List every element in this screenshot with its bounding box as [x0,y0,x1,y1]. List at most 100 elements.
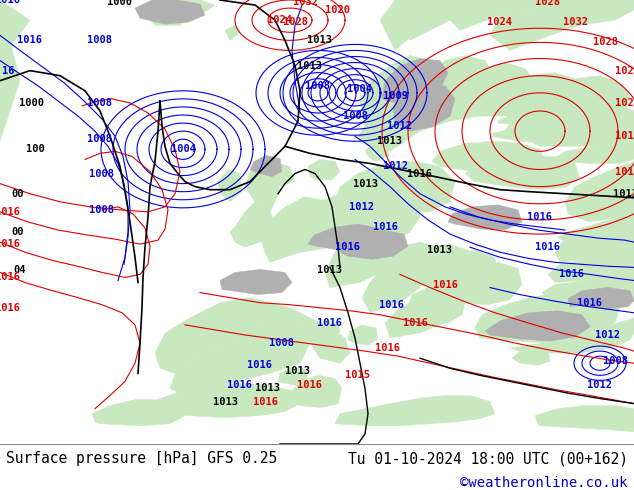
Polygon shape [0,0,30,61]
Text: 1016: 1016 [297,380,323,391]
Text: 1024: 1024 [268,15,292,25]
Polygon shape [360,55,450,151]
Polygon shape [418,297,465,325]
Text: 1016: 1016 [0,207,20,217]
Text: 1020: 1020 [616,98,634,108]
Polygon shape [475,293,620,343]
Polygon shape [568,288,634,309]
Polygon shape [542,277,634,303]
Text: 1016: 1016 [0,303,20,313]
Text: 100: 100 [25,145,44,154]
Text: 1016: 1016 [527,212,552,222]
Text: 1016: 1016 [380,300,404,310]
Polygon shape [418,55,495,131]
Text: 1024: 1024 [488,17,512,27]
Text: 1008: 1008 [87,35,112,46]
Text: 1012: 1012 [588,380,612,391]
Polygon shape [155,10,195,25]
Polygon shape [170,313,310,393]
Text: 00: 00 [12,189,24,199]
Polygon shape [290,375,342,408]
Text: 1016: 1016 [0,239,20,249]
Polygon shape [220,270,292,294]
Text: ©weatheronline.co.uk: ©weatheronline.co.uk [460,476,628,490]
Polygon shape [382,58,448,103]
Polygon shape [400,0,500,40]
Text: 1013: 1013 [256,384,280,393]
Polygon shape [135,0,205,24]
Text: 1013: 1013 [353,179,377,189]
Polygon shape [555,133,634,164]
Text: 1016: 1016 [0,0,20,5]
Text: 1012: 1012 [595,330,621,340]
Polygon shape [530,111,634,147]
Polygon shape [330,222,388,244]
Text: 1013: 1013 [616,167,634,176]
Polygon shape [448,205,522,230]
Polygon shape [455,262,522,305]
Polygon shape [380,242,445,285]
Text: 1013: 1013 [377,136,403,146]
Polygon shape [140,0,215,25]
Text: 1016: 1016 [375,343,401,353]
Polygon shape [325,227,390,288]
Text: 1009: 1009 [382,91,408,101]
Text: 1013: 1013 [212,396,238,407]
Text: 1016: 1016 [536,242,560,252]
Polygon shape [510,318,634,353]
Text: 1013: 1013 [318,266,342,275]
Text: 1028: 1028 [593,37,618,48]
Text: 1016: 1016 [0,272,20,282]
Text: 1012: 1012 [349,202,375,212]
Text: 1013: 1013 [427,245,453,255]
Text: 1016: 1016 [578,298,602,308]
Text: 1016: 1016 [408,169,432,178]
Polygon shape [465,156,580,190]
Text: 1012: 1012 [387,121,413,131]
Polygon shape [308,159,340,180]
Text: 16: 16 [2,66,14,75]
Polygon shape [408,285,455,315]
Polygon shape [535,406,634,432]
Polygon shape [362,252,430,313]
Text: 1016: 1016 [318,318,342,328]
Polygon shape [380,0,445,50]
Polygon shape [0,40,20,141]
Polygon shape [218,170,242,202]
Text: 1015: 1015 [346,370,370,380]
Text: 1016: 1016 [432,279,458,290]
Text: 1016: 1016 [559,270,585,279]
Text: 1012: 1012 [382,162,408,172]
Polygon shape [485,311,590,341]
Polygon shape [432,141,545,173]
Text: 1013: 1013 [307,35,332,46]
Text: 04: 04 [14,266,26,275]
Text: 1004: 1004 [171,145,195,154]
Text: 1013: 1013 [285,367,311,376]
Polygon shape [558,214,634,242]
Text: 1024: 1024 [616,66,634,75]
Polygon shape [340,230,408,259]
Text: 1008: 1008 [306,81,330,91]
Polygon shape [348,325,378,345]
Polygon shape [155,297,280,373]
Polygon shape [490,123,634,143]
Text: 1032: 1032 [562,17,588,27]
Polygon shape [385,288,460,338]
Polygon shape [285,187,420,252]
Polygon shape [450,0,560,30]
Polygon shape [245,161,280,212]
Text: 1020: 1020 [325,5,351,15]
Text: 1013: 1013 [297,61,323,71]
Polygon shape [548,252,634,283]
Text: 1008: 1008 [87,134,112,144]
Polygon shape [335,161,455,212]
Text: 1008: 1008 [87,98,112,108]
Polygon shape [278,368,308,386]
Text: 1028: 1028 [536,0,560,7]
Polygon shape [150,383,300,417]
Text: 1028: 1028 [283,17,307,27]
Polygon shape [480,73,585,121]
Polygon shape [235,202,275,242]
Text: 1000: 1000 [108,0,133,7]
